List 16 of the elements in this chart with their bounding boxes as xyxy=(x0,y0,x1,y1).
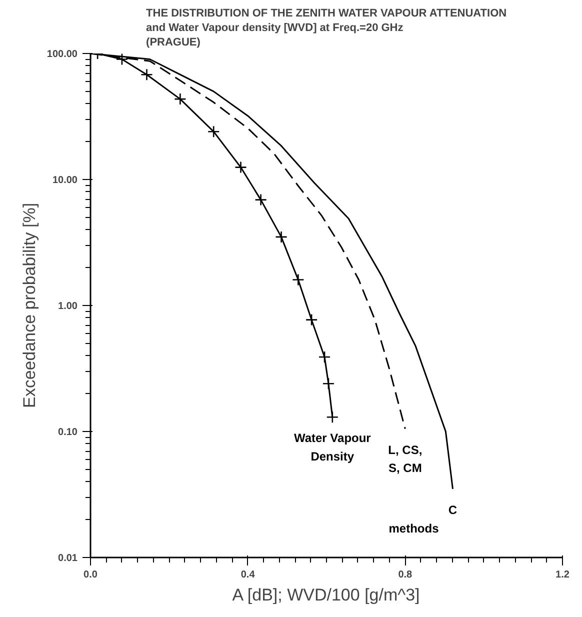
y-tick-label: 1.00 xyxy=(58,301,78,312)
series-label: L, CS, S, CM xyxy=(388,442,422,476)
y-tick-label: 100.00 xyxy=(46,49,78,60)
y-tick-label: 10.00 xyxy=(52,175,78,186)
chart-title: THE DISTRIBUTION OF THE ZENITH WATER VAPOUR ATTENUATION and Water Vapour density [WVD] at Freq.=20 GHz (PRAGUE) xyxy=(146,8,507,48)
x-tick-label: 0.0 xyxy=(84,570,98,580)
text: Water Vapour Density xyxy=(294,431,372,464)
y-tick-label: 0.01 xyxy=(58,553,78,564)
x-tick-label: 0.4 xyxy=(240,570,256,580)
y-axis-title: Exceedance probability [%] xyxy=(20,202,39,408)
annotation: methods xyxy=(388,522,440,536)
x-tick-label: 0.8 xyxy=(398,570,413,580)
x-tick-label: 1.2 xyxy=(556,570,570,580)
x-axis-title: A [dB]; WVD/100 [g/m^3] xyxy=(232,586,420,604)
series-label: C xyxy=(448,502,458,517)
y-tick-label: 0.10 xyxy=(58,427,78,438)
